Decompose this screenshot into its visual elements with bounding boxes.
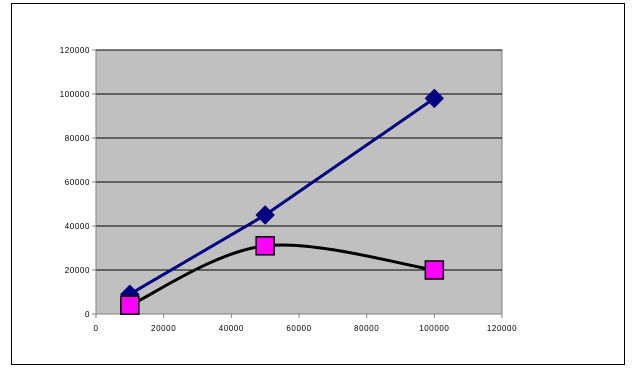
series-2-point-2 [255,236,275,256]
x-tick-label-40000: 40000 [219,324,244,333]
x-tick-label-120000: 120000 [487,324,517,333]
x-tick-label-0: 0 [93,324,98,333]
series-1-point-3 [424,88,445,109]
y-tick-label-60000: 60000 [65,178,90,187]
x-tick-label-60000: 60000 [286,324,311,333]
series-2-point-1 [120,295,140,315]
series-1-point-2 [255,205,275,225]
chart-frame: 0 20000 40000 60000 80000 100000 120000 0 20000 4… [11,3,625,365]
x-tick-label-80000: 80000 [354,324,379,333]
y-tick-label-120000: 120000 [60,46,90,55]
y-tick-label-0: 0 [85,310,90,319]
line-chart: 0 20000 40000 60000 80000 100000 120000 0 20000 4… [60,46,517,333]
y-tick-label-100000: 100000 [60,90,90,99]
series-2-point-3 [424,260,445,280]
y-tick-label-80000: 80000 [65,134,90,143]
y-tick-label-20000: 20000 [65,266,90,275]
y-tick-label-40000: 40000 [65,222,90,231]
x-tick-label-20000: 20000 [151,324,176,333]
x-tick-label-100000: 100000 [419,324,449,333]
